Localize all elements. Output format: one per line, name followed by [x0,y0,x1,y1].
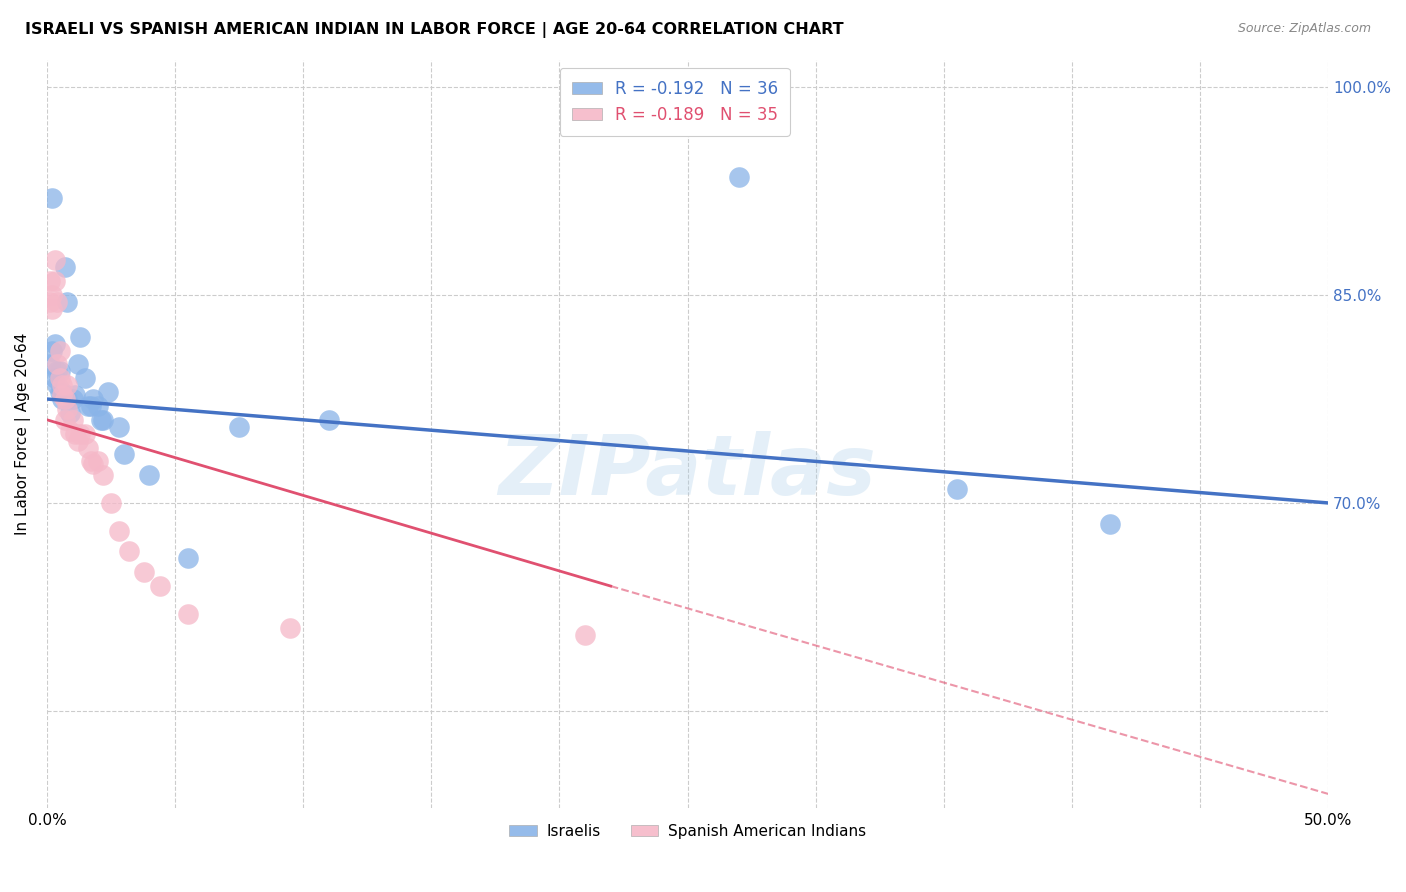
Point [41,301,63,316]
Point [134,566,156,580]
Point [63,388,86,402]
Point [41,288,63,302]
Point [75,426,97,441]
Point [59,406,82,420]
Point [38,295,60,310]
Point [107,524,129,538]
Point [87,399,110,413]
Point [46,378,69,392]
Point [49,371,72,385]
Y-axis label: In Labor Force | Age 20-64: In Labor Force | Age 20-64 [15,333,31,535]
Point [62,413,84,427]
Point [97,385,120,400]
Point [79,454,101,468]
Point [1099,516,1122,531]
Point [56,392,79,406]
Point [66,358,89,372]
Point [44,336,66,351]
Point [945,482,967,496]
Point [46,358,69,372]
Point [138,468,160,483]
Point [51,392,73,406]
Point [51,378,73,392]
Point [75,371,97,385]
Point [77,399,100,413]
Point [82,392,104,406]
Point [44,253,66,268]
Point [63,426,86,441]
Point [228,419,250,434]
Point [62,392,84,406]
Point [59,424,82,438]
Point [574,627,596,641]
Point [56,378,79,392]
Legend: Israelis, Spanish American Indians: Israelis, Spanish American Indians [503,818,872,845]
Text: ISRAELI VS SPANISH AMERICAN INDIAN IN LABOR FORCE | AGE 20-64 CORRELATION CHART: ISRAELI VS SPANISH AMERICAN INDIAN IN LA… [25,22,844,38]
Text: ZIPatlas: ZIPatlas [499,431,876,512]
Point [38,274,60,288]
Text: Source: ZipAtlas.com: Source: ZipAtlas.com [1237,22,1371,36]
Point [51,388,73,402]
Point [49,343,72,358]
Point [53,260,76,275]
Point [177,607,200,621]
Point [280,621,302,635]
Point [41,191,63,205]
Point [77,441,100,455]
Point [318,413,340,427]
Point [51,385,73,400]
Point [46,364,69,378]
Point [41,343,63,358]
Point [118,544,141,558]
Point [93,468,115,483]
Point [93,413,115,427]
Point [53,392,76,406]
Point [69,426,91,441]
Point [56,295,79,310]
Point [69,329,91,343]
Point [107,419,129,434]
Point [112,447,135,461]
Point [38,358,60,372]
Point [66,434,89,448]
Point [90,413,112,427]
Point [149,579,172,593]
Point [56,401,79,416]
Point [79,399,101,413]
Point [177,551,200,566]
Point [49,364,72,378]
Point [53,413,76,427]
Point [87,454,110,468]
Point [44,274,66,288]
Point [82,457,104,471]
Point [44,371,66,385]
Point [727,170,749,185]
Point [49,385,72,400]
Point [46,295,69,310]
Point [100,496,122,510]
